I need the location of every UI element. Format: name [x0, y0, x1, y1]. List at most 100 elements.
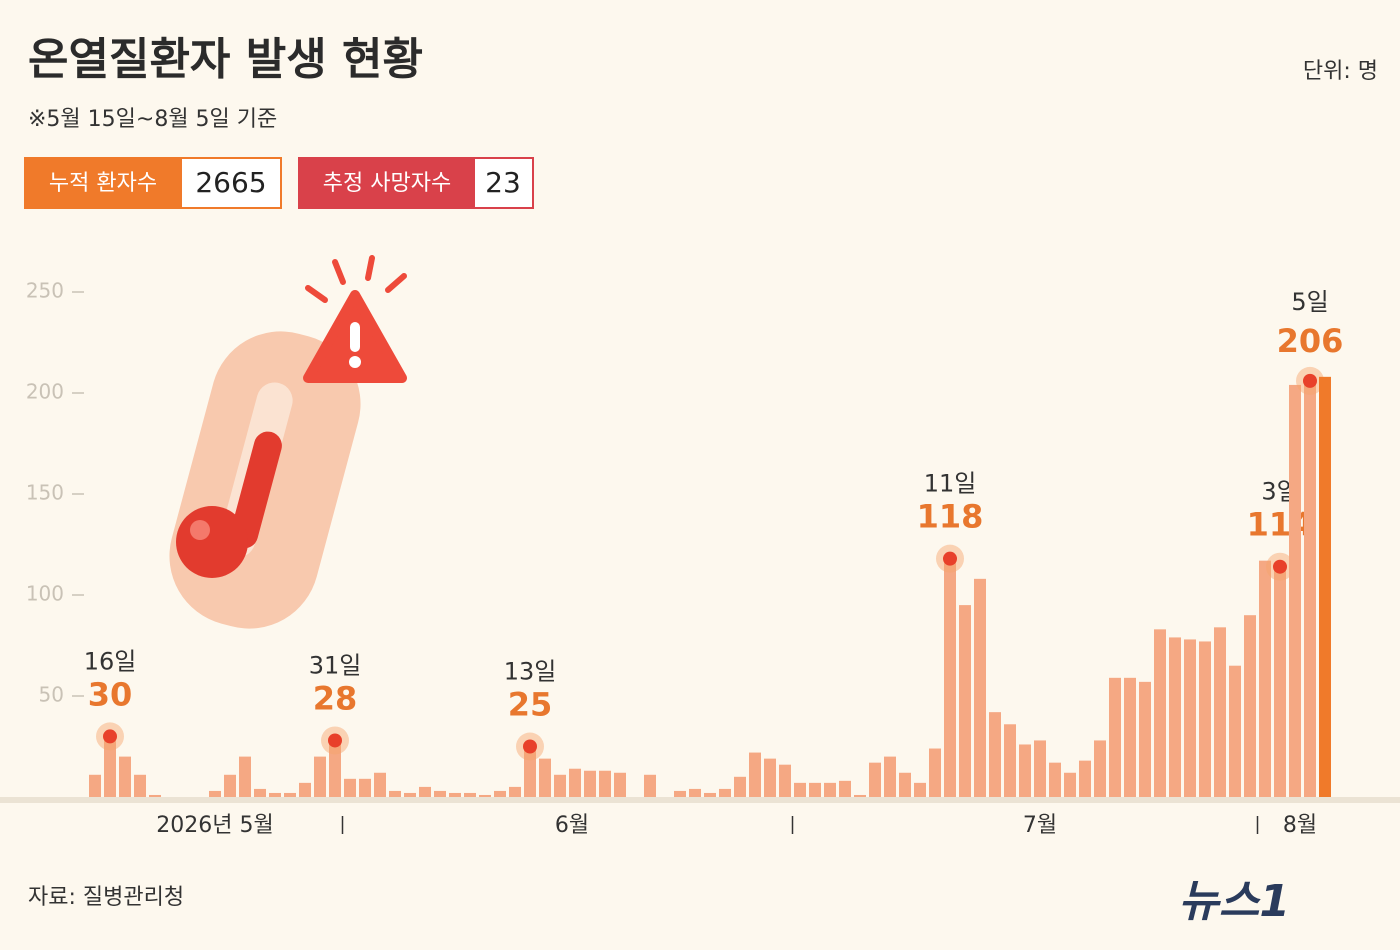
unit: 단위: 명	[1303, 59, 1378, 84]
bar	[1154, 629, 1166, 797]
bar	[1124, 677, 1136, 797]
bar	[1319, 376, 1331, 797]
x-group-label: 7월	[1023, 813, 1057, 838]
stat-value-box	[182, 159, 280, 207]
value-label: 28	[313, 679, 358, 717]
stat-value: 23	[485, 166, 521, 199]
bar	[254, 788, 266, 797]
bar	[539, 758, 551, 797]
bar	[359, 778, 371, 797]
bar	[1199, 641, 1211, 797]
source: 자료: 질병관리청	[28, 885, 184, 910]
bar	[989, 712, 1001, 797]
bar	[209, 790, 221, 797]
bar	[449, 792, 461, 797]
bar	[419, 786, 431, 797]
bar	[1109, 677, 1121, 797]
bar	[134, 774, 146, 797]
bar	[1079, 760, 1091, 797]
bar	[1049, 762, 1061, 797]
thermometer-illustration	[169, 255, 407, 629]
logo: 뉴스1	[1178, 876, 1290, 927]
bar	[764, 758, 776, 797]
bar	[824, 782, 836, 797]
bar	[599, 770, 611, 797]
bar	[1139, 681, 1151, 797]
bar	[1244, 615, 1256, 797]
baseline	[0, 797, 1400, 803]
bar	[734, 776, 746, 797]
bar	[374, 772, 386, 797]
bar	[479, 794, 491, 797]
y-tick-label: 100	[26, 582, 64, 606]
highlight-dot	[523, 739, 537, 754]
highlight-dot	[1303, 373, 1317, 388]
bar	[779, 764, 791, 797]
value-label: 30	[88, 675, 133, 713]
bar	[1259, 560, 1271, 797]
value-label: 114	[1247, 506, 1314, 544]
subtitle: ※5월 15일~8월 5일 기준	[28, 107, 277, 132]
highlight-dot	[328, 733, 342, 748]
bar	[584, 770, 596, 797]
bar	[269, 792, 281, 797]
bar	[959, 605, 971, 797]
highlight-dot	[1273, 559, 1287, 574]
bar	[674, 790, 686, 797]
bar	[404, 792, 416, 797]
bar	[869, 762, 881, 797]
bar	[224, 774, 236, 797]
y-tick-label: 200	[26, 380, 64, 404]
value-label: 25	[508, 686, 553, 724]
bar	[704, 792, 716, 797]
x-group-label: 6월	[555, 813, 589, 838]
highlight-dot	[103, 729, 117, 744]
x-group-label: 2026년 5월	[156, 813, 273, 838]
bar	[839, 780, 851, 797]
bar	[344, 778, 356, 797]
stat-label: 누적 환자수	[49, 171, 157, 196]
bar	[1184, 639, 1196, 797]
bar	[104, 736, 116, 797]
bar	[1034, 740, 1046, 797]
y-tick-label: 250	[26, 279, 64, 303]
day-label: 11일	[924, 470, 977, 498]
bar	[944, 558, 956, 797]
bar	[1064, 772, 1076, 797]
bar	[434, 790, 446, 797]
day-label: 5일	[1291, 288, 1328, 316]
bar	[89, 774, 101, 797]
bar	[1094, 740, 1106, 797]
bar	[884, 756, 896, 797]
highlight-dot	[943, 551, 957, 566]
stat-value: 2665	[195, 166, 266, 199]
bar	[119, 756, 131, 797]
bar	[929, 748, 941, 797]
bar	[239, 756, 251, 797]
bar	[314, 756, 326, 797]
day-label: 16일	[84, 647, 137, 675]
bar	[854, 794, 866, 797]
bar	[644, 774, 656, 797]
bar	[1229, 665, 1241, 797]
bar	[1289, 384, 1301, 797]
day-label: 31일	[309, 651, 362, 679]
bar	[1169, 637, 1181, 797]
day-label: 13일	[504, 658, 557, 686]
bar	[719, 788, 731, 797]
stat-value-box	[475, 159, 532, 207]
y-tick-label: 50	[39, 683, 64, 707]
y-tick-label: 150	[26, 481, 64, 505]
bar	[284, 792, 296, 797]
bar	[524, 746, 536, 797]
bar	[809, 782, 821, 797]
bar	[899, 772, 911, 797]
bar	[299, 782, 311, 797]
bar	[1214, 627, 1226, 797]
bar	[149, 794, 161, 797]
bar	[464, 792, 476, 797]
bar	[1004, 724, 1016, 797]
bar	[914, 782, 926, 797]
bar	[974, 578, 986, 797]
